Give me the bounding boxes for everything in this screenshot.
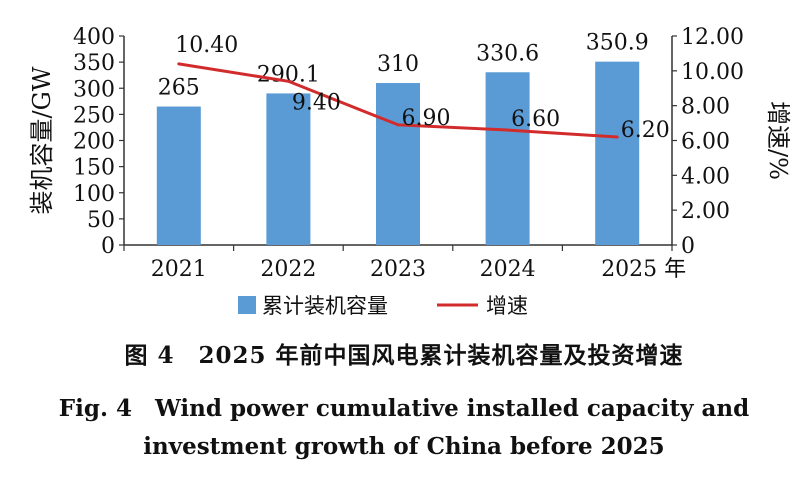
- legend-bar-swatch: [238, 296, 256, 314]
- x-tick-label: 2024: [480, 257, 536, 282]
- line-value-label: 6.90: [402, 106, 451, 131]
- left-y-tick-label: 100: [73, 182, 115, 207]
- left-y-tick-label: 200: [73, 130, 115, 155]
- caption-english-line-1: Fig. 4 Wind power cumulative installed c…: [58, 395, 750, 422]
- right-y-tick-label: 4.00: [681, 164, 730, 189]
- right-y-axis-label: 增速/%: [764, 101, 792, 180]
- bar-value-label: 310: [377, 52, 419, 77]
- legend-line-label: 增速: [486, 294, 528, 318]
- bar: [266, 93, 311, 245]
- right-y-tick-label: 10.00: [681, 60, 744, 85]
- legend: 累计装机容量 增速: [238, 294, 528, 318]
- line-point: [177, 62, 181, 66]
- left-y-tick-label: 400: [73, 25, 115, 50]
- left-y-tick-label: 50: [87, 208, 115, 233]
- right-y-tick-label: 8.00: [681, 95, 730, 120]
- left-y-axis-label: 装机容量/GW: [28, 66, 56, 214]
- line-value-label: 6.60: [511, 107, 560, 132]
- caption-chinese: 图 4 2025 年前中国风电累计装机容量及投资增速: [124, 342, 684, 369]
- right-y-tick-labels: 0 2.00 4.00 6.00 8.00 10.00 12.00: [672, 25, 744, 259]
- x-tick-label: 2021: [151, 257, 207, 282]
- left-y-tick-label: 300: [73, 77, 115, 102]
- right-y-tick-label: 12.00: [681, 25, 744, 50]
- x-tick-label: 2022: [260, 257, 316, 282]
- line-value-label: 10.40: [175, 33, 238, 58]
- legend-bar-label: 累计装机容量: [262, 294, 388, 318]
- left-y-tick-label: 150: [73, 156, 115, 181]
- bar-value-label: 265: [158, 76, 200, 101]
- right-y-tick-label: 2.00: [681, 199, 730, 224]
- bar: [595, 61, 640, 245]
- line-data-labels: 10.40 9.40 6.90 6.60 6.20: [175, 33, 669, 143]
- bar: [156, 106, 201, 245]
- line-value-label: 9.40: [292, 90, 341, 115]
- caption-english-line-2: investment growth of China before 2025: [143, 433, 665, 460]
- line-point: [396, 123, 400, 127]
- line-point: [615, 135, 619, 139]
- left-y-tick-label: 350: [73, 51, 115, 76]
- bar-value-label: 350.9: [586, 31, 649, 56]
- line-point: [506, 128, 510, 132]
- left-y-tick-label: 0: [101, 234, 115, 259]
- x-tick-label: 2023: [370, 257, 426, 282]
- x-tick-labels: 2021 2022 2023 2024 2025 年: [123, 245, 686, 282]
- line-point: [286, 79, 290, 83]
- bar-value-label: 330.6: [476, 41, 539, 66]
- bar-value-label: 290.1: [257, 62, 320, 87]
- left-y-tick-label: 250: [73, 103, 115, 128]
- right-y-tick-label: 0: [681, 234, 695, 259]
- bar: [485, 72, 530, 245]
- bar: [376, 83, 420, 246]
- line-value-label: 6.20: [621, 118, 670, 143]
- bar-series: [156, 61, 640, 246]
- x-tick-label: 2025 年: [601, 257, 686, 282]
- bar-data-labels: 265 290.1 310 330.6 350.9: [158, 31, 649, 101]
- right-y-tick-label: 6.00: [681, 130, 730, 155]
